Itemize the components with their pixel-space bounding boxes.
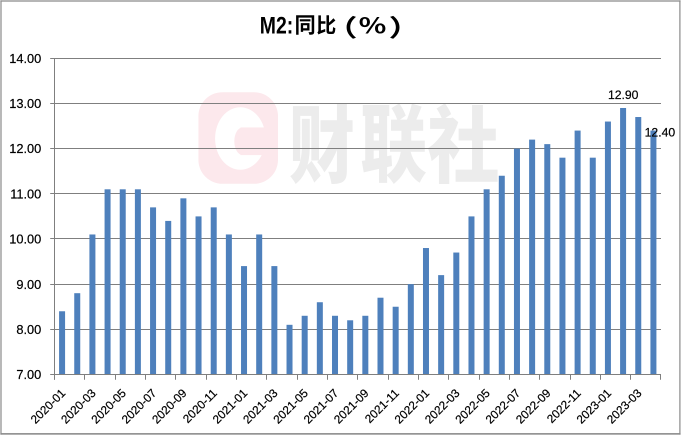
svg-text:13.00: 13.00 <box>9 96 41 111</box>
svg-text:9.00: 9.00 <box>16 277 41 292</box>
svg-text:12.90: 12.90 <box>608 88 639 102</box>
svg-text:8.00: 8.00 <box>16 322 41 337</box>
svg-text:12.40: 12.40 <box>645 126 676 140</box>
svg-text:12.00: 12.00 <box>9 141 41 156</box>
svg-text:M2:: M2: <box>260 13 293 40</box>
svg-text:10.00: 10.00 <box>9 232 41 247</box>
svg-text:11.00: 11.00 <box>10 186 41 201</box>
svg-text:14.00: 14.00 <box>9 51 41 66</box>
svg-text:7.00: 7.00 <box>16 367 41 382</box>
